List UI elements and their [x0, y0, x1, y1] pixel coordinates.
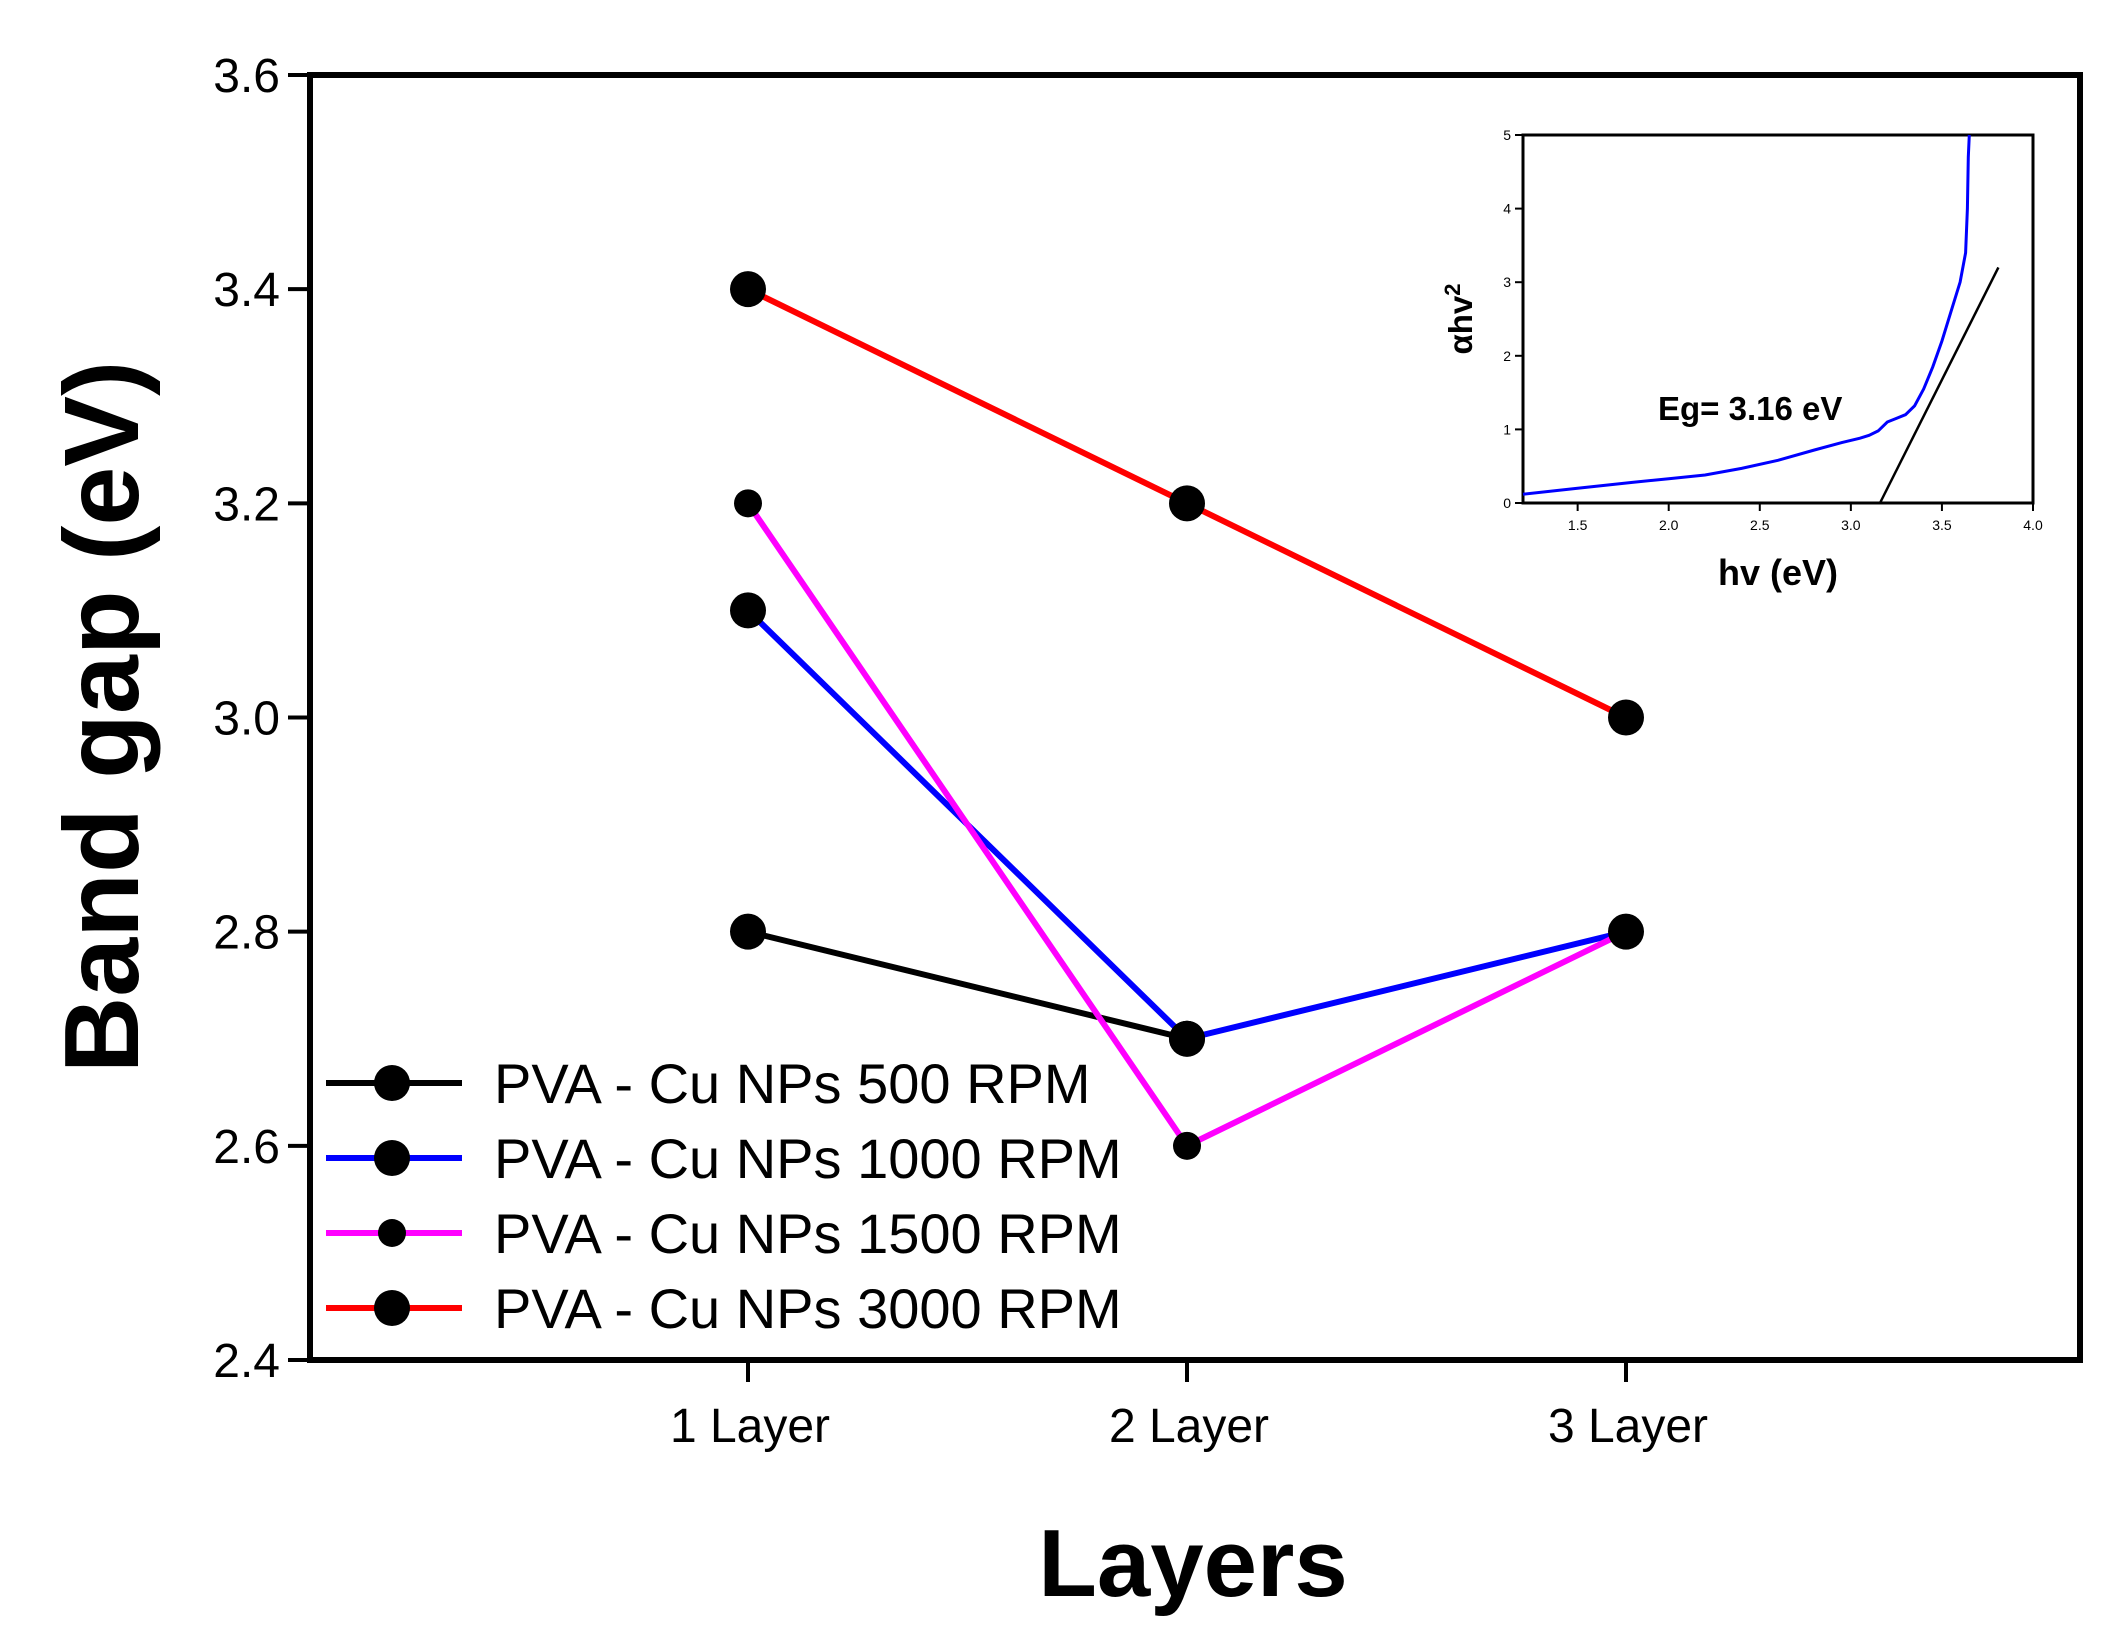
legend-marker	[374, 1065, 410, 1101]
data-point	[1169, 485, 1205, 522]
data-point	[730, 592, 766, 629]
inset-chart: 1.5 2.0 2.5 3.0 3.5 4.0 0 1 2 3 4 5 Eg= 3.16 eV hv …	[1440, 127, 2043, 593]
data-point	[730, 913, 766, 950]
y-tick-label: 2.4	[213, 1335, 280, 1388]
series-line-0	[747, 928, 1188, 1042]
inset-y-axis-title-main: αhv	[1442, 295, 1479, 354]
data-point	[1169, 1020, 1205, 1057]
legend-label: PVA - Cu NPs 1500 RPM	[494, 1202, 1122, 1265]
legend-marker	[378, 1219, 406, 1247]
inset-tauc-fit-line	[1878, 266, 2000, 504]
inset-y-axis-title-sup: 2	[1440, 283, 1465, 295]
data-point	[734, 489, 762, 518]
legend-label: PVA - Cu NPs 1000 RPM	[494, 1127, 1122, 1190]
legend: PVA - Cu NPs 500 RPM PVA - Cu NPs 1000 RP…	[326, 1052, 1122, 1340]
inset-axes: 1.5 2.0 2.5 3.0 3.5 4.0 0 1 2 3 4 5	[1503, 127, 2043, 533]
data-point	[1612, 917, 1640, 946]
y-axis: 2.4 2.6 2.8 3.0 3.2 3.4 3.6	[213, 50, 310, 1388]
legend-label: PVA - Cu NPs 3000 RPM	[494, 1277, 1122, 1340]
x-tick-label: 2 Layer	[1109, 1400, 1269, 1453]
legend-marker	[374, 1140, 410, 1176]
inset-x-tick-label: 2.0	[1659, 517, 1679, 533]
inset-frame	[1521, 133, 2035, 505]
inset-x-tick-label: 4.0	[2023, 517, 2043, 533]
data-point	[730, 271, 766, 308]
inset-y-tick-label: 0	[1503, 495, 1511, 511]
y-tick-label: 3.4	[213, 264, 280, 317]
x-axis: 1 Layer 2 Layer 3 Layer	[670, 1360, 1708, 1453]
inset-absorption-curve	[1522, 134, 1971, 496]
inset-y-tick-label: 1	[1503, 421, 1511, 437]
series-layer	[730, 271, 1644, 1160]
legend-marker	[374, 1290, 410, 1326]
inset-x-tick-label: 3.5	[1932, 517, 1952, 533]
data-point	[1608, 699, 1644, 736]
y-tick-label: 3.2	[213, 478, 280, 531]
x-tick-label: 1 Layer	[670, 1400, 830, 1453]
inset-y-tick-label: 3	[1503, 274, 1511, 290]
y-tick-label: 3.6	[213, 50, 280, 103]
inset-y-tick-label: 5	[1503, 127, 1511, 143]
inset-x-axis-title: hv (eV)	[1718, 552, 1838, 593]
y-axis-title: Band gap (eV)	[43, 361, 161, 1074]
legend-label: PVA - Cu NPs 500 RPM	[494, 1052, 1091, 1115]
inset-annotation: Eg= 3.16 eV	[1658, 390, 1842, 427]
data-point	[1173, 1131, 1201, 1160]
inset-y-tick-label: 4	[1503, 201, 1511, 217]
x-tick-label: 3 Layer	[1548, 1400, 1708, 1453]
y-tick-label: 3.0	[213, 693, 280, 746]
x-axis-title: Layers	[1038, 1510, 1348, 1617]
inset-x-tick-label: 3.0	[1841, 517, 1861, 533]
inset-y-tick-label: 2	[1503, 348, 1511, 364]
y-tick-label: 2.8	[213, 907, 280, 960]
y-tick-label: 2.6	[213, 1121, 280, 1174]
inset-y-axis-title: αhv2	[1440, 283, 1480, 354]
inset-x-tick-label: 1.5	[1568, 517, 1588, 533]
inset-x-tick-label: 2.5	[1750, 517, 1770, 533]
